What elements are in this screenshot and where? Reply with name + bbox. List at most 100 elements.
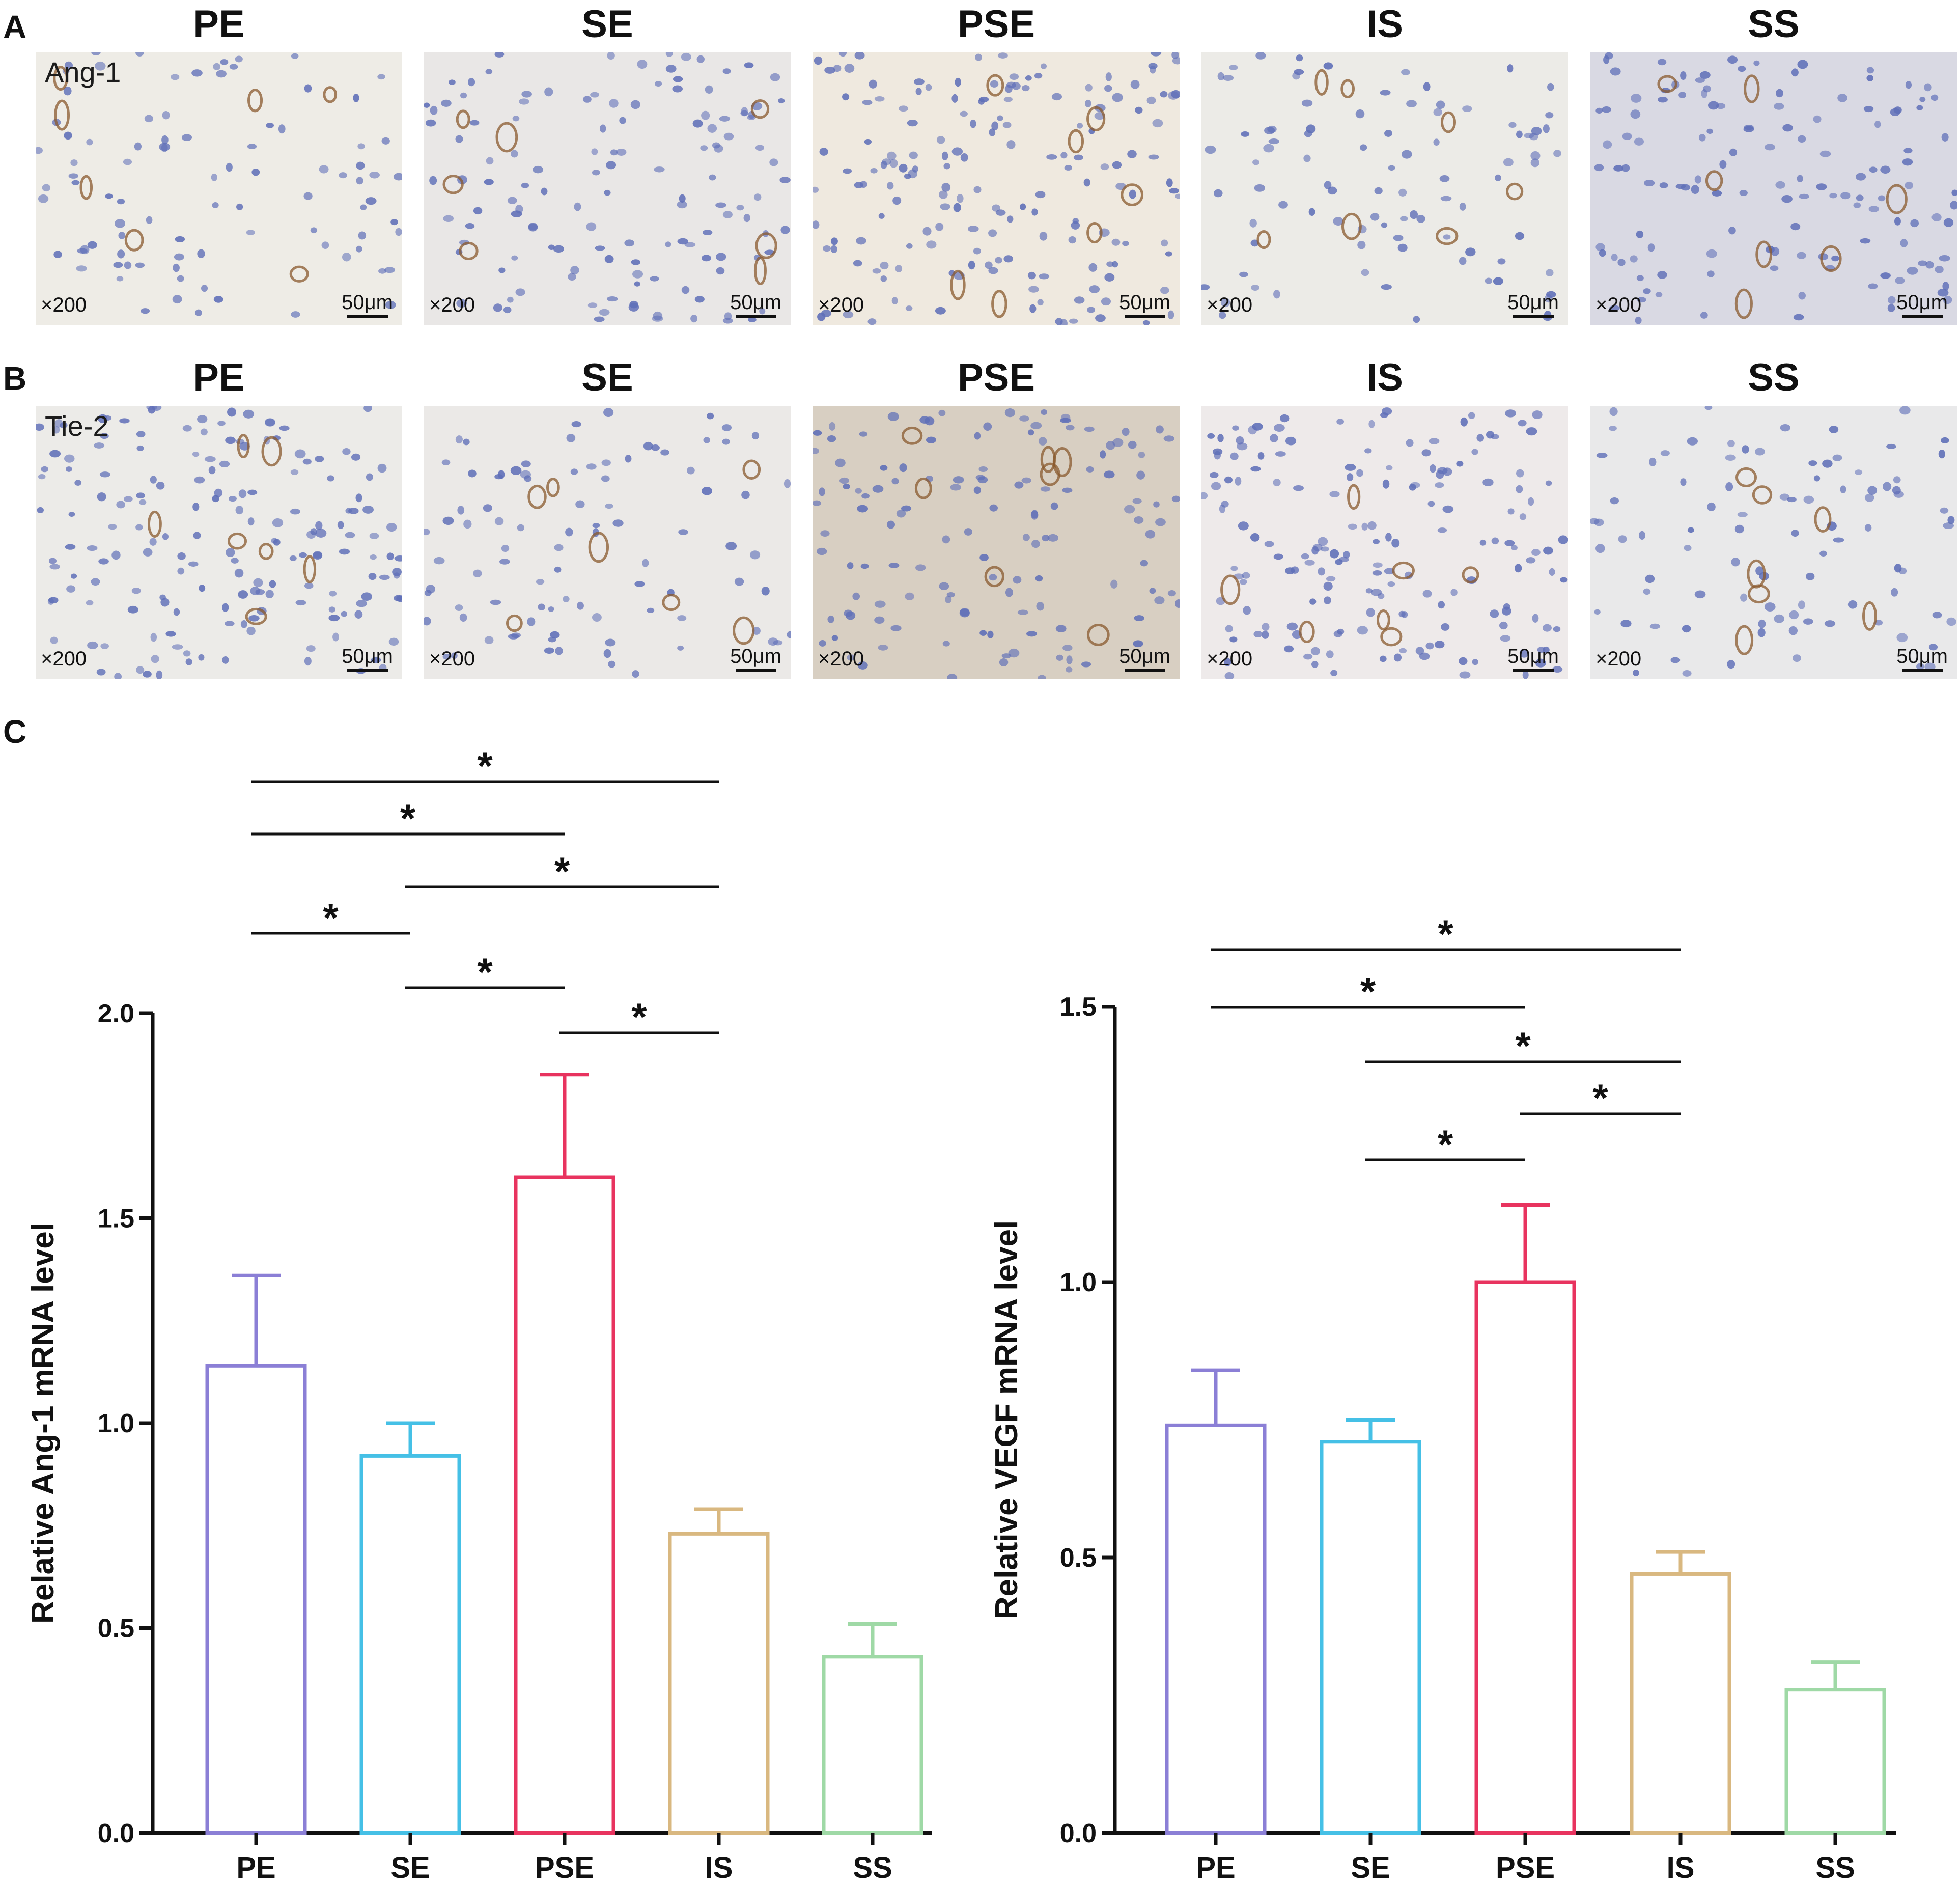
magnification-label: ×200 [41, 294, 87, 316]
micrograph-texture [1201, 52, 1568, 325]
y-tick-label: 1.5 [1060, 992, 1097, 1022]
x-tick-label: PE [1196, 1851, 1235, 1884]
col-title-b-pse: PSE [957, 356, 1035, 399]
magnification-label: ×200 [429, 648, 475, 670]
scale-bar-label: 50μm [1507, 645, 1559, 668]
magnification-label: ×200 [41, 648, 87, 670]
x-tick-label: SE [390, 1851, 430, 1884]
col-title-b-is: IS [1366, 356, 1403, 399]
scale-bar-label: 50μm [1896, 645, 1948, 668]
bar-pe [1165, 1423, 1267, 1835]
micrograph-texture [424, 52, 791, 325]
magnification-label: ×200 [818, 294, 864, 316]
scale-bar-label: 50μm [342, 291, 393, 314]
panel-c-charts: 0.0 0.5 1.0 1.5 2.0 Relative Ang-1 mRNA level… [25, 743, 1896, 1884]
bar-pse [514, 1175, 615, 1835]
micrograph-texture [813, 406, 1180, 679]
scale-bar: 50μm [1507, 645, 1559, 672]
bar-chart-2: 0.0 0.5 1.0 1.5 Relative VEGF mRNA level PE SE… [989, 911, 1896, 1884]
panel-letter-b: B [3, 360, 27, 397]
scale-bar: 50μm [342, 645, 393, 672]
scale-bar-label: 50μm [1119, 645, 1170, 668]
y-axis-label: Relative VEGF mRNA level [989, 1220, 1024, 1619]
scale-bar: 50μm [1896, 645, 1948, 672]
scale-bar: 50μm [1119, 291, 1170, 318]
bar-is [668, 1532, 770, 1835]
col-title-a-se: SE [581, 3, 633, 46]
scale-bar-label: 50μm [1507, 291, 1559, 314]
bar-se [1320, 1440, 1421, 1835]
micrograph-b-ss: ×200 50μm [1590, 406, 1957, 679]
magnification-label: ×200 [1595, 294, 1642, 316]
scale-bar-label: 50μm [1896, 291, 1948, 314]
y-tick-label: 1.5 [98, 1204, 134, 1234]
col-title-a-pse: PSE [957, 3, 1035, 46]
scale-bar: 50μm [1507, 291, 1559, 318]
col-title-a-pe: PE [193, 3, 245, 46]
micrograph-a-ss: ×200 50μm [1590, 52, 1957, 325]
significance-star: * [400, 796, 416, 841]
micrograph-texture [36, 52, 402, 325]
magnification-label: ×200 [1207, 648, 1253, 670]
scale-bar: 50μm [730, 645, 781, 672]
y-axis-label: Relative Ang-1 mRNA level [25, 1222, 61, 1624]
scale-bar: 50μm [342, 291, 393, 318]
significance-star: * [477, 743, 493, 788]
scale-bar: 50μm [730, 291, 781, 318]
y-tick-label: 0.0 [1060, 1819, 1097, 1848]
significance-star: * [323, 895, 339, 940]
panel-letter-a: A [3, 9, 27, 45]
col-title-a-is: IS [1366, 3, 1403, 46]
micrograph-texture [424, 406, 791, 679]
bar-pse [1474, 1280, 1576, 1835]
x-tick-label: IS [1667, 1851, 1695, 1884]
micrograph-texture [1590, 52, 1957, 325]
magnification-label: ×200 [1207, 294, 1253, 316]
col-title-b-pe: PE [193, 356, 245, 399]
bar-pe [205, 1364, 307, 1835]
micrograph-texture [813, 52, 1180, 325]
significance-star: * [1592, 1075, 1608, 1120]
micrograph-b-se: ×200 50μm [424, 406, 791, 679]
x-tick-label: PSE [1496, 1851, 1555, 1884]
significance-star: * [1438, 911, 1453, 956]
magnification-label: ×200 [1595, 648, 1642, 670]
scale-bar-label: 50μm [730, 291, 781, 314]
stain-label-ang1: Ang-1 [45, 56, 121, 88]
scale-bar: 50μm [1119, 645, 1170, 672]
bar-is [1630, 1572, 1731, 1835]
bar-ss [822, 1655, 923, 1835]
significance-star: * [477, 950, 493, 994]
significance-star: * [1438, 1122, 1453, 1166]
micrograph-a-pe: Ang-1 ×200 50μm [36, 52, 402, 325]
magnification-label: ×200 [429, 294, 475, 316]
micrograph-texture [1201, 406, 1568, 679]
x-tick-label: IS [705, 1851, 733, 1884]
significance-star: * [631, 994, 647, 1039]
bar-ss [1784, 1688, 1886, 1835]
magnification-label: ×200 [818, 648, 864, 670]
significance-star: * [1360, 969, 1376, 1014]
micrograph-a-is: ×200 50μm [1201, 52, 1568, 325]
micrograph-b-pe: Tie-2 ×200 50μm [36, 406, 402, 679]
micrograph-a-pse: ×200 50μm [813, 52, 1180, 325]
col-title-b-ss: SS [1748, 356, 1800, 399]
scale-bar-label: 50μm [1119, 291, 1170, 314]
bar-se [359, 1454, 461, 1835]
x-tick-label: SS [853, 1851, 892, 1884]
col-title-a-ss: SS [1748, 3, 1800, 46]
bar-chart-1: 0.0 0.5 1.0 1.5 2.0 Relative Ang-1 mRNA level… [25, 743, 932, 1884]
micrograph-texture [1590, 406, 1957, 679]
x-tick-label: SS [1815, 1851, 1855, 1884]
micrograph-b-is: ×200 50μm [1201, 406, 1568, 679]
micrograph-a-se: ×200 50μm [424, 52, 791, 325]
micrograph-b-pse: ×200 50μm [813, 406, 1180, 679]
significance-star: * [1515, 1023, 1531, 1068]
scale-bar-label: 50μm [342, 645, 393, 668]
significance-star: * [554, 849, 570, 894]
stain-label-tie2: Tie-2 [45, 410, 109, 442]
micrograph-texture [36, 406, 402, 679]
y-tick-label: 1.0 [1060, 1268, 1097, 1297]
col-title-b-se: SE [581, 356, 633, 399]
scale-bar: 50μm [1896, 291, 1948, 318]
